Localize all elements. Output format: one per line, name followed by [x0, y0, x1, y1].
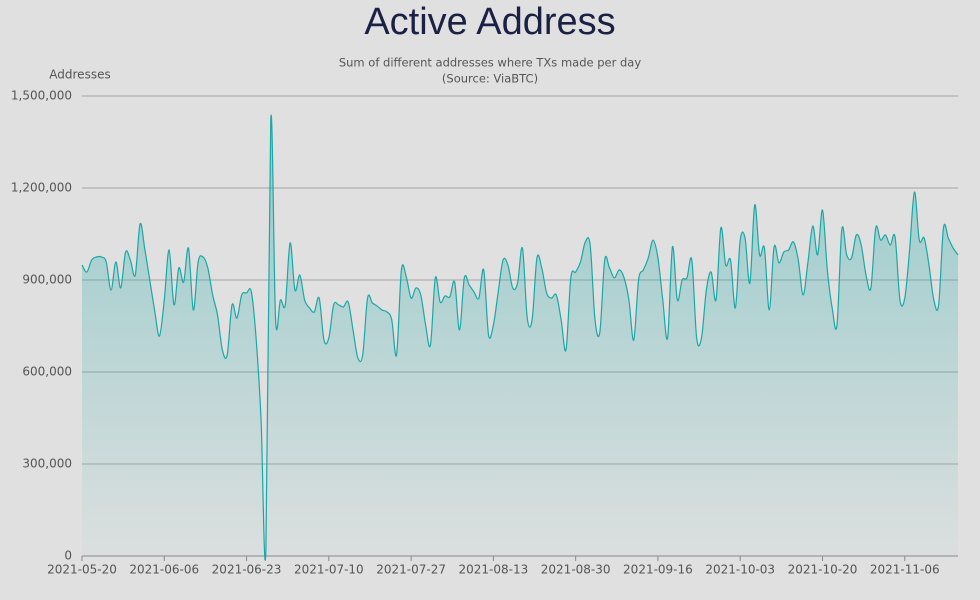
area-fill [82, 115, 958, 561]
y-tick-label: 300,000 [22, 457, 72, 471]
x-tick-label: 2021-10-03 [705, 563, 775, 577]
y-axis-label: Addresses [49, 68, 110, 82]
x-tick-label: 2021-08-30 [541, 563, 611, 577]
x-tick-label: 2021-06-06 [129, 563, 199, 577]
x-tick-label: 2021-05-20 [47, 563, 117, 577]
y-tick-label: 900,000 [22, 273, 72, 287]
x-tick-label: 2021-08-13 [459, 563, 529, 577]
y-tick-label: 1,500,000 [11, 89, 72, 103]
chart-title: Active Address [364, 1, 615, 43]
x-tick-label: 2021-10-20 [788, 563, 858, 577]
y-tick-label: 1,200,000 [11, 181, 72, 195]
x-tick-label: 2021-06-23 [212, 563, 282, 577]
x-tick-label: 2021-09-16 [623, 563, 693, 577]
y-tick-label: 600,000 [22, 365, 72, 379]
y-tick-label: 0 [64, 549, 72, 563]
chart-subtitle: Sum of different addresses where TXs mad… [339, 56, 641, 70]
x-tick-label: 2021-07-10 [294, 563, 364, 577]
chart-source: (Source: ViaBTC) [442, 72, 538, 86]
x-tick-label: 2021-07-27 [376, 563, 446, 577]
area-line [81, 115, 959, 561]
x-tick-label: 2021-11-06 [870, 563, 940, 577]
